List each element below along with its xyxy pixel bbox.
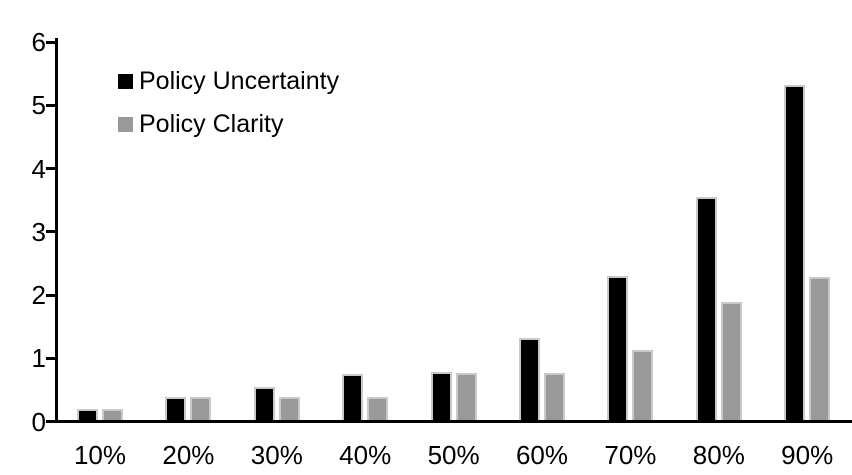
x-category-label-80pct: 80% [692,440,745,470]
legend-label-policy-uncertainty: Policy Uncertainty [139,66,340,95]
bar-policy-uncertainty-20pct [165,397,187,422]
bar-policy-clarity-20pct [190,397,212,422]
y-tick-label-3: 3 [31,216,46,247]
bar-policy-uncertainty-30pct [253,386,275,422]
y-tick-2 [46,293,55,297]
bar-policy-uncertainty-50pct [430,372,452,422]
bar-policy-uncertainty-60pct [519,338,540,422]
bar-policy-uncertainty-10pct [77,409,98,422]
bar-policy-uncertainty-70pct [607,276,629,422]
bar-policy-clarity-90pct [809,276,831,422]
y-tick-3 [46,230,55,234]
bar-policy-uncertainty-80pct [695,196,717,422]
bar-policy-uncertainty-90pct [784,85,806,422]
bar-policy-clarity-60pct [544,373,565,422]
y-tick-label-5: 5 [31,90,46,121]
bar-policy-clarity-50pct [455,373,477,422]
x-category-label-30pct: 30% [250,440,303,470]
y-tick-label-2: 2 [31,280,46,310]
legend-swatch-policy-uncertainty-icon [118,73,133,89]
x-category-label-50pct: 50% [427,440,480,470]
x-axis-line [55,420,852,423]
legend-item-policy-clarity: Policy Clarity [118,109,339,139]
legend-item-policy-uncertainty: Policy Uncertainty [118,66,339,96]
bar-policy-uncertainty-40pct [342,374,364,422]
y-tick-0 [46,420,55,423]
bar-policy-clarity-30pct [278,397,300,422]
y-tick-5 [46,103,55,107]
y-tick-4 [46,167,55,170]
x-category-label-70pct: 70% [604,440,657,470]
legend-label-policy-clarity: Policy Clarity [139,109,284,138]
y-tick-1 [46,356,55,360]
x-category-label-60pct: 60% [515,440,569,470]
y-tick-label-6: 6 [31,27,46,57]
bar-policy-clarity-40pct [367,397,389,422]
y-tick-label-0: 0 [31,406,46,437]
legend-swatch-policy-clarity-icon [118,116,133,132]
x-category-label-90pct: 90% [781,440,834,470]
y-axis-line [55,38,58,423]
x-category-label-40pct: 40% [339,440,392,470]
y-tick-6 [46,40,55,44]
y-tick-label-1: 1 [31,343,46,374]
x-category-label-20pct: 20% [162,440,215,470]
x-category-label-10pct: 10% [73,440,127,470]
y-tick-label-4: 4 [31,153,46,184]
bar-policy-clarity-80pct [720,301,742,422]
bar-policy-clarity-70pct [632,350,654,422]
legend: Policy Uncertainty Policy Clarity [118,66,339,152]
bar-policy-clarity-10pct [102,409,123,422]
